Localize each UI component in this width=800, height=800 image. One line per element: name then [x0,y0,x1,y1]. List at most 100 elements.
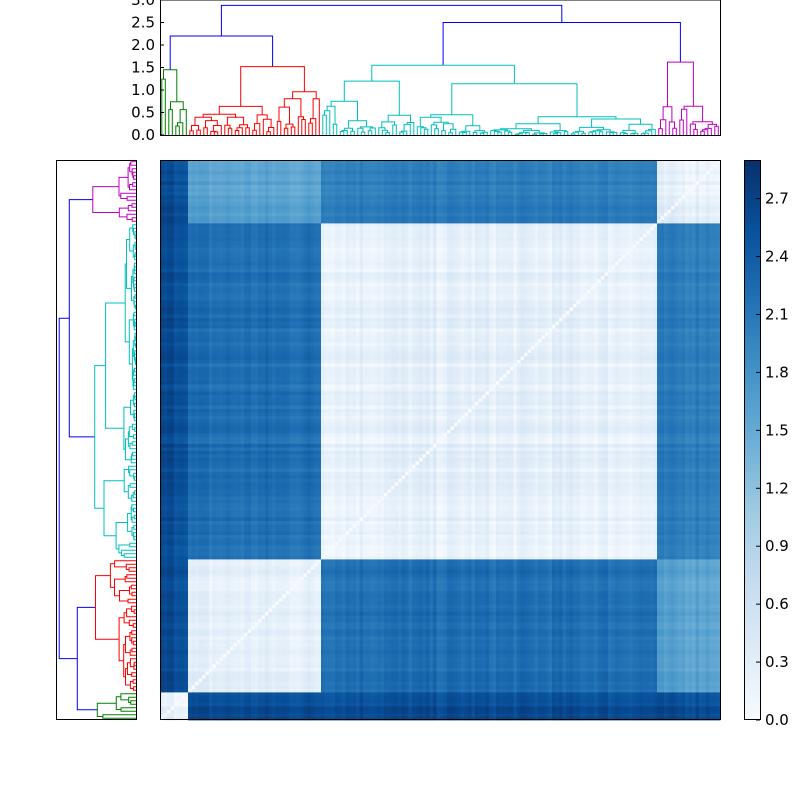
heatmap-cell [444,650,448,654]
heatmap-cell [419,654,423,658]
heatmap-cell [570,696,574,700]
heatmap-cell [384,619,388,623]
heatmap-cell [559,636,563,640]
heatmap-cell [339,619,343,623]
heatmap-cell [573,622,577,626]
heatmap-cell [524,668,528,672]
heatmap-cell [542,657,546,661]
heatmap-cell [682,671,686,675]
heatmap-cell [465,664,469,668]
heatmap-cell [538,664,542,668]
heatmap-cell [650,671,654,675]
heatmap-cell [521,706,525,710]
heatmap-cell [710,640,714,644]
heatmap-cell [223,671,227,675]
heatmap-cell [265,661,269,665]
heatmap-cell [451,713,455,717]
heatmap-cell [325,629,329,633]
heatmap-cell [696,689,700,693]
heatmap-cell [552,643,556,647]
heatmap-cell [237,692,241,696]
heatmap-cell [213,685,217,689]
heatmap-cell [668,696,672,700]
heatmap-cell [619,689,623,693]
heatmap-cell [573,682,577,686]
heatmap-cell [419,640,423,644]
heatmap-cell [647,636,651,640]
heatmap-cell [297,629,301,633]
heatmap-cell [685,619,689,623]
heatmap-cell [465,692,469,696]
heatmap-cell [573,692,577,696]
heatmap-cell [276,664,280,668]
heatmap-cell [647,661,651,665]
heatmap-cell [178,689,182,693]
heatmap-cell [251,685,255,689]
heatmap-cell [545,689,549,693]
heatmap-cell [248,671,252,675]
heatmap-cell [332,675,336,679]
heatmap-cell [671,668,675,672]
heatmap-cell [307,640,311,644]
heatmap-cell [384,640,388,644]
heatmap-cell [650,619,654,623]
left-dendrogram-link [59,318,77,658]
heatmap-cell [174,692,178,696]
left-dendrogram-link [132,218,136,222]
heatmap-cell [612,633,616,637]
heatmap-cell [678,675,682,679]
heatmap-cell [311,626,315,630]
heatmap-cell [535,629,539,633]
heatmap-cell [367,619,371,623]
heatmap-cell [370,636,374,640]
heatmap-cell [185,622,189,626]
heatmap-cell [262,654,266,658]
heatmap-cell [405,685,409,689]
heatmap-cell [419,643,423,647]
heatmap-cell [437,657,441,661]
heatmap-cell [636,647,640,651]
heatmap-cell [339,629,343,633]
heatmap-cell [696,692,700,696]
heatmap-cell [703,713,707,717]
left-dendrogram-link [129,568,136,572]
heatmap-cell [167,640,171,644]
heatmap-cell [220,713,224,717]
heatmap-cell [615,650,619,654]
heatmap-cell [528,675,532,679]
heatmap-cell [710,706,714,710]
heatmap-cell [563,685,567,689]
heatmap-cell [304,640,308,644]
heatmap-cell [346,647,350,651]
heatmap-cell [678,629,682,633]
heatmap-cell [360,713,364,717]
heatmap-cell [608,696,612,700]
heatmap-cell [521,661,525,665]
heatmap-cell [503,633,507,637]
heatmap-cell [353,633,357,637]
heatmap-cell [661,706,665,710]
heatmap-cell [601,647,605,651]
heatmap-cell [227,626,231,630]
heatmap-cell [332,640,336,644]
heatmap-cell [636,685,640,689]
heatmap-cell [423,622,427,626]
heatmap-cell [629,682,633,686]
heatmap-cell [384,654,388,658]
heatmap-cell [230,696,234,700]
heatmap-cell [381,622,385,626]
heatmap-cell [563,640,567,644]
heatmap-cell [580,703,584,707]
top-dendrogram-link [631,134,635,135]
heatmap-cell [265,696,269,700]
heatmap-cell [503,675,507,679]
heatmap-cell [416,678,420,682]
heatmap-cell [479,626,483,630]
heatmap-cell [573,633,577,637]
top-dendrogram-link [284,99,301,117]
heatmap-cell [447,703,451,707]
heatmap-cell [363,689,367,693]
heatmap-cell [482,713,486,717]
heatmap-cell [454,636,458,640]
heatmap-cell [521,626,525,630]
